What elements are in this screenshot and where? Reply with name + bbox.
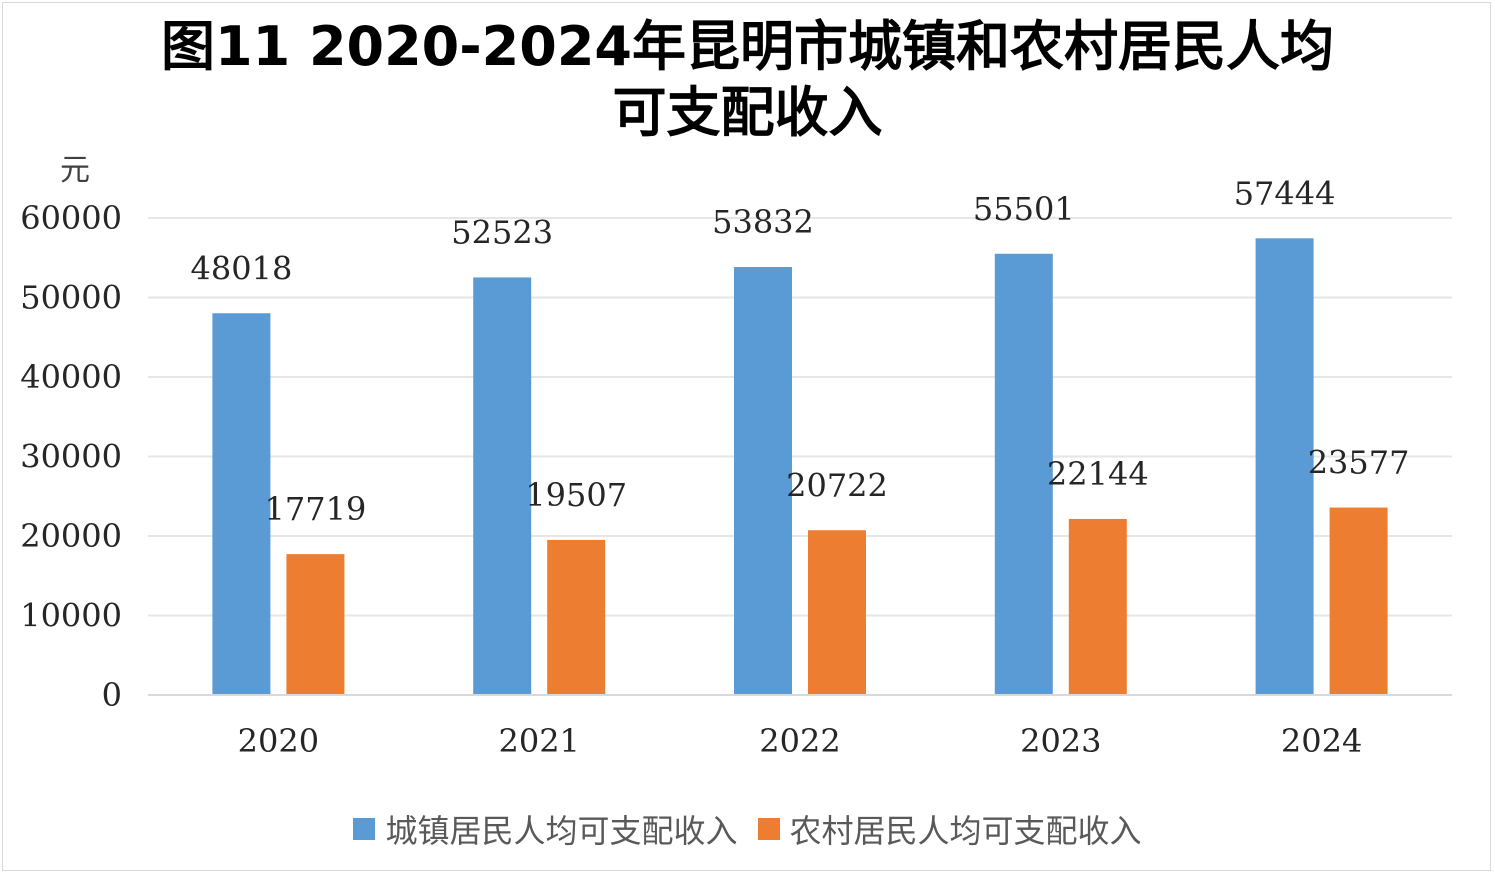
gridlines (148, 217, 1452, 617)
bar-rural-2021 (547, 539, 606, 695)
y-tick-label: 40000 (20, 358, 122, 396)
y-tick-label: 60000 (20, 199, 122, 237)
data-label: 53832 (712, 203, 814, 241)
bar-urban-2021 (473, 277, 532, 695)
data-label: 19507 (525, 476, 627, 514)
bar-rural-2024 (1329, 507, 1388, 695)
x-tick-label: 2021 (498, 722, 579, 760)
legend-label-urban: 城镇居民人均可支配收入 (385, 812, 738, 850)
y-tick-label: 0 (102, 676, 122, 714)
bar-rural-2023 (1068, 518, 1127, 695)
data-label: 55501 (973, 190, 1075, 228)
chart-title-line1: 图11 2020-2024年昆明市城镇和农村居民人均 (161, 15, 1334, 78)
x-tick-label: 2022 (759, 722, 840, 760)
x-axis-ticks: 2020 2021 2022 2023 2024 (238, 722, 1363, 760)
data-labels: 48018 17719 52523 19507 53832 20722 55501 22144… (191, 174, 1410, 528)
legend-swatch-urban (353, 818, 376, 840)
legend: 城镇居民人均可支配收入 农村居民人均可支配收入 (0, 806, 1495, 852)
y-tick-label: 20000 (20, 517, 122, 555)
y-tick-label: 10000 (20, 597, 122, 635)
data-label: 52523 (451, 213, 553, 251)
bar-urban-2020 (212, 313, 271, 695)
chart-title-line2: 可支配收入 (612, 81, 883, 144)
data-label: 48018 (191, 249, 293, 287)
bar-urban-2023 (994, 253, 1053, 696)
data-label: 22144 (1047, 455, 1149, 493)
bar-urban-2022 (734, 267, 792, 695)
bars (212, 238, 1388, 696)
x-tick-label: 2023 (1020, 722, 1101, 760)
legend-swatch-rural (757, 818, 780, 840)
legend-item-rural: 农村居民人均可支配收入 (757, 806, 1142, 852)
y-tick-label: 50000 (20, 279, 122, 317)
data-label: 17719 (265, 490, 367, 528)
bar-urban-2024 (1255, 238, 1314, 696)
y-axis-unit-label: 元 (60, 153, 90, 188)
data-label: 20722 (786, 466, 888, 504)
y-axis-ticks: 0 10000 20000 30000 40000 50000 60000 (20, 199, 122, 714)
x-tick-label: 2024 (1281, 722, 1362, 760)
bar-rural-2020 (286, 554, 345, 695)
data-label: 23577 (1308, 444, 1410, 482)
legend-label-rural: 农村居民人均可支配收入 (789, 812, 1142, 850)
y-tick-label: 30000 (20, 438, 122, 476)
x-tick-label: 2020 (238, 722, 319, 760)
bar-rural-2022 (808, 530, 866, 695)
chart-title: 图11 2020-2024年昆明市城镇和农村居民人均 可支配收入 (0, 14, 1495, 146)
legend-item-urban: 城镇居民人均可支配收入 (353, 806, 738, 852)
data-label: 57444 (1234, 174, 1336, 212)
